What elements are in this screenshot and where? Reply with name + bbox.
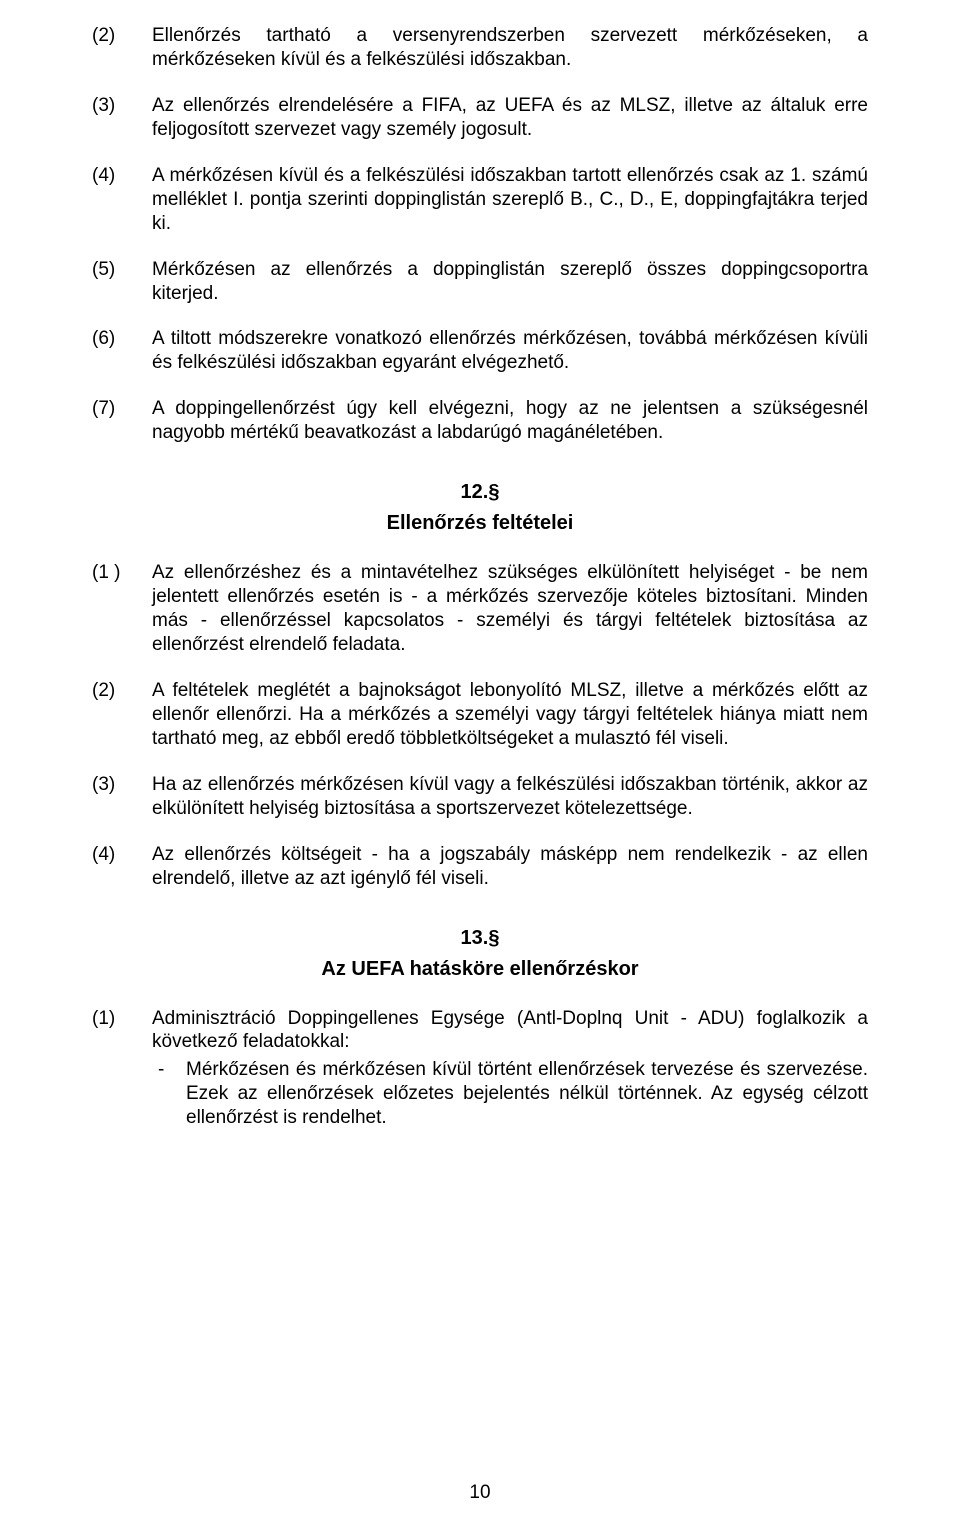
- paragraph: (1) Adminisztráció Doppingellenes Egység…: [92, 1007, 868, 1131]
- paragraph-lead-text: Adminisztráció Doppingellenes Egysége (A…: [152, 1007, 868, 1055]
- paragraph: (3) Ha az ellenőrzés mérkőzésen kívül va…: [92, 773, 868, 821]
- section-title: Ellenőrzés feltételei: [92, 512, 868, 535]
- paragraph-number: (5): [92, 258, 152, 282]
- section-number: 13.§: [92, 927, 868, 950]
- paragraph: (5) Mérkőzésen az ellenőrzés a doppingli…: [92, 258, 868, 306]
- paragraph-text: A mérkőzésen kívül és a felkészülési idő…: [152, 164, 868, 236]
- paragraph-text: Az ellenőrzés költségeit - ha a jogszabá…: [152, 843, 868, 891]
- section-number: 12.§: [92, 481, 868, 504]
- paragraph-number: (4): [92, 164, 152, 188]
- paragraph-number: (2): [92, 679, 152, 703]
- paragraph-body: Adminisztráció Doppingellenes Egysége (A…: [152, 1007, 868, 1131]
- paragraph-number: (1 ): [92, 561, 152, 585]
- paragraph-text: Az ellenőrzés elrendelésére a FIFA, az U…: [152, 94, 868, 142]
- paragraph-text: Mérkőzésen az ellenőrzés a doppinglistán…: [152, 258, 868, 306]
- paragraph-text: A doppingellenőrzést úgy kell elvégezni,…: [152, 397, 868, 445]
- paragraph-number: (1): [92, 1007, 152, 1031]
- paragraph-number: (4): [92, 843, 152, 867]
- paragraph: (3) Az ellenőrzés elrendelésére a FIFA, …: [92, 94, 868, 142]
- paragraph: (2) Ellenőrzés tartható a versenyrendsze…: [92, 24, 868, 72]
- paragraph: (2) A feltételek meglétét a bajnokságot …: [92, 679, 868, 751]
- paragraph-number: (3): [92, 773, 152, 797]
- paragraph: (1 ) Az ellenőrzéshez és a mintavételhez…: [92, 561, 868, 657]
- paragraph-text: A feltételek meglétét a bajnokságot lebo…: [152, 679, 868, 751]
- dash-bullet: -: [152, 1058, 186, 1130]
- section-title: Az UEFA hatásköre ellenőrzéskor: [92, 958, 868, 981]
- paragraph: (6) A tiltott módszerekre vonatkozó elle…: [92, 327, 868, 375]
- paragraph-number: (3): [92, 94, 152, 118]
- paragraph-number: (6): [92, 327, 152, 351]
- paragraph: (7) A doppingellenőrzést úgy kell elvége…: [92, 397, 868, 445]
- sub-item-text: Mérkőzésen és mérkőzésen kívül történt e…: [186, 1058, 868, 1130]
- sub-list-item: - Mérkőzésen és mérkőzésen kívül történt…: [152, 1058, 868, 1130]
- sub-list: - Mérkőzésen és mérkőzésen kívül történt…: [152, 1058, 868, 1130]
- document-page: (2) Ellenőrzés tartható a versenyrendsze…: [0, 0, 960, 1530]
- page-number: 10: [0, 1482, 960, 1504]
- paragraph-text: Ha az ellenőrzés mérkőzésen kívül vagy a…: [152, 773, 868, 821]
- paragraph: (4) Az ellenőrzés költségeit - ha a jogs…: [92, 843, 868, 891]
- paragraph-text: Ellenőrzés tartható a versenyrendszerben…: [152, 24, 868, 72]
- paragraph-text: A tiltott módszerekre vonatkozó ellenőrz…: [152, 327, 868, 375]
- paragraph: (4) A mérkőzésen kívül és a felkészülési…: [92, 164, 868, 236]
- paragraph-number: (7): [92, 397, 152, 421]
- paragraph-number: (2): [92, 24, 152, 48]
- paragraph-text: Az ellenőrzéshez és a mintavételhez szük…: [152, 561, 868, 657]
